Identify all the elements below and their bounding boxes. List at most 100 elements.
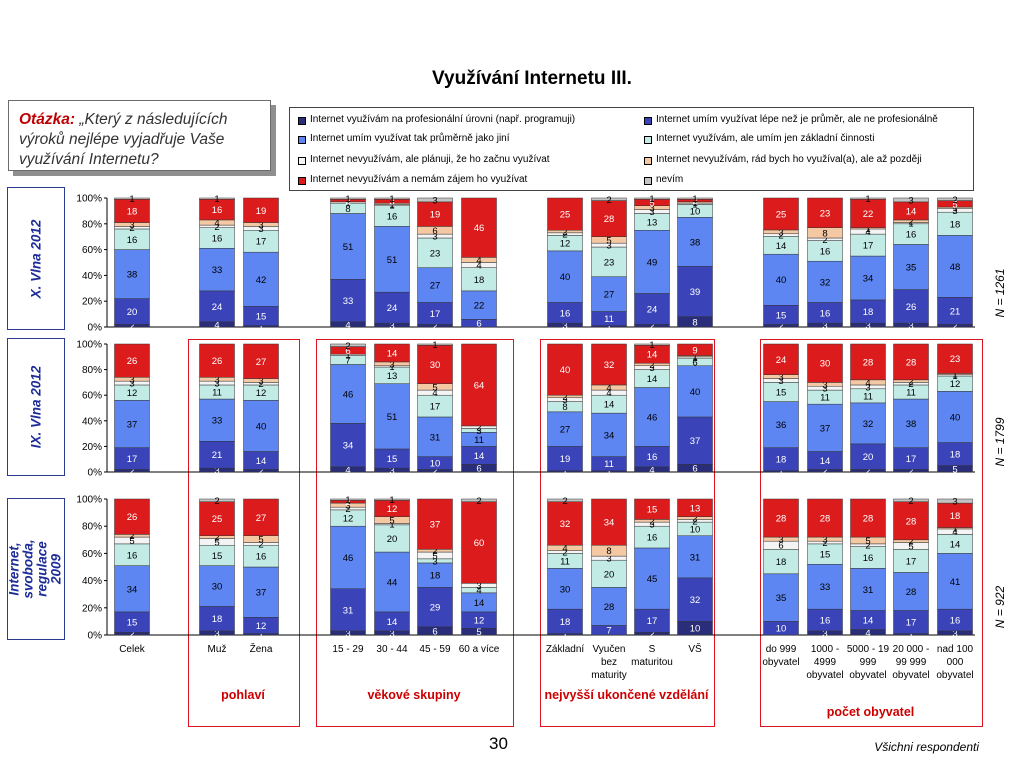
- bar-segment: [461, 343, 497, 427]
- category-label: bez: [601, 657, 617, 668]
- bar-segment: [547, 411, 583, 447]
- bar-segment-value: 5: [432, 382, 437, 393]
- bar-segment-value: 3: [822, 380, 827, 391]
- group-label-town-size: počet obyvatel: [826, 705, 915, 719]
- bar-segment-value: 2: [214, 222, 219, 233]
- bar-segment-value: 2: [649, 321, 654, 332]
- legend-swatch: [298, 177, 306, 185]
- bar-segment-value: 16: [820, 246, 831, 257]
- bar-segment-value: 4: [345, 320, 350, 331]
- bar-segment-value: 12: [256, 388, 267, 399]
- bar-segment-value: 1: [258, 322, 263, 333]
- bar-segment-value: 1: [692, 352, 697, 363]
- bar-segment-value: 2: [865, 466, 870, 477]
- bar-segment-value: 5: [649, 198, 654, 209]
- bar-segment: [417, 345, 453, 384]
- bar-segment-value: 18: [950, 450, 961, 461]
- bar-segment-value: 5: [258, 535, 263, 546]
- bar-segment-value: 2: [562, 392, 567, 403]
- bar-segment-value: 12: [343, 514, 354, 525]
- bar-segment-value: 46: [474, 223, 485, 234]
- bar-segment-value: 2: [129, 321, 134, 332]
- y-tick-label: 40%: [82, 416, 102, 427]
- page-title: Využívání Internetu III.: [432, 68, 632, 89]
- bar-segment-value: 14: [474, 598, 485, 609]
- legend-swatch: [644, 136, 652, 144]
- category-label: obyvatel: [806, 670, 843, 681]
- bar-segment: [763, 573, 799, 622]
- bar-segment-value: 37: [820, 423, 831, 434]
- bar-segment-value: 36: [776, 420, 787, 431]
- bar-segment-value: 5: [606, 235, 611, 246]
- bar-segment-value: 6: [476, 464, 481, 475]
- bar-segment-value: 3: [389, 466, 394, 477]
- bar-segment: [243, 400, 279, 452]
- bar-segment: [243, 566, 279, 618]
- bar-segment: [763, 401, 799, 448]
- bar-segment-value: 3: [649, 203, 654, 214]
- bar-segment-value: 48: [950, 262, 961, 273]
- bar-segment: [114, 249, 150, 299]
- bar-segment-value: 3: [649, 363, 654, 374]
- bar-segment-value: 24: [387, 303, 398, 314]
- bar-segment-value: 1: [389, 495, 394, 506]
- bar-segment-value: 16: [127, 235, 138, 246]
- bar-segment: [937, 498, 973, 504]
- bar-segment: [461, 290, 497, 320]
- category-label: 99 999: [896, 657, 927, 668]
- bar-segment-value: 51: [343, 242, 354, 253]
- bar-segment-value: 23: [604, 257, 615, 268]
- bar-segment: [199, 290, 235, 323]
- bar-segment-value: 5: [476, 627, 481, 638]
- bar-segment-value: 16: [387, 212, 398, 223]
- bar-segment-value: 26: [212, 356, 223, 367]
- bar-segment-value: 2: [129, 223, 134, 234]
- bar-segment: [677, 217, 713, 267]
- bar-segment: [937, 391, 973, 443]
- bar-segment-value: 37: [127, 420, 138, 431]
- bar-segment-value: 16: [560, 308, 571, 319]
- bar-segment-value: 28: [604, 214, 615, 225]
- category-label: S: [649, 644, 656, 655]
- bar-segment-value: 30: [212, 582, 223, 593]
- bar-segment: [417, 201, 453, 227]
- bar-segment-value: 14: [906, 206, 917, 217]
- bar-segment-value: 32: [560, 519, 571, 530]
- bar-segment-value: 28: [863, 357, 874, 368]
- bar-segment-value: 34: [863, 273, 874, 284]
- bar-segment-value: 6: [432, 626, 437, 637]
- bar-segment-value: 39: [690, 287, 701, 298]
- bar-segment-value: 2: [258, 539, 263, 550]
- y-tick-label: 80%: [82, 365, 102, 376]
- bar-segment: [330, 498, 366, 501]
- bar-segment-value: 3: [952, 206, 957, 217]
- bar-segment-value: 13: [690, 503, 701, 514]
- bar-segment-value: 17: [256, 237, 267, 248]
- bar-segment-value: 16: [906, 230, 917, 241]
- category-label: obyvatel: [936, 670, 973, 681]
- bar-segment-value: 2: [562, 496, 567, 507]
- bar-segment-value: 3: [778, 372, 783, 383]
- bar-segment-value: 1: [952, 203, 957, 214]
- bar-segment-value: 13: [647, 217, 658, 228]
- bar-segment-value: 8: [606, 546, 611, 557]
- bar-segment-value: 4: [865, 227, 870, 238]
- bar-segment: [547, 498, 583, 502]
- bar-segment-value: 15: [776, 388, 787, 399]
- bar-segment: [547, 608, 583, 634]
- bar-segment-value: 28: [820, 514, 831, 525]
- bar-segment-value: 8: [562, 402, 567, 413]
- y-tick-label: 100%: [76, 340, 102, 351]
- bar-segment-value: 2: [432, 466, 437, 477]
- bar-segment-value: 24: [776, 355, 787, 366]
- bar-segment-value: 1: [649, 340, 654, 351]
- bar-segment-value: 3: [908, 321, 913, 332]
- bar-segment-value: 22: [474, 301, 485, 312]
- bar-segment: [807, 343, 843, 383]
- bar-segment-value: 46: [343, 389, 354, 400]
- bar-segment: [893, 343, 929, 381]
- bar-segment-value: 3: [649, 207, 654, 218]
- bar-segment-value: 40: [776, 275, 787, 286]
- group-label-education: nejvyšší ukončené vzdělání: [544, 688, 709, 702]
- bar-segment-value: 17: [430, 402, 441, 413]
